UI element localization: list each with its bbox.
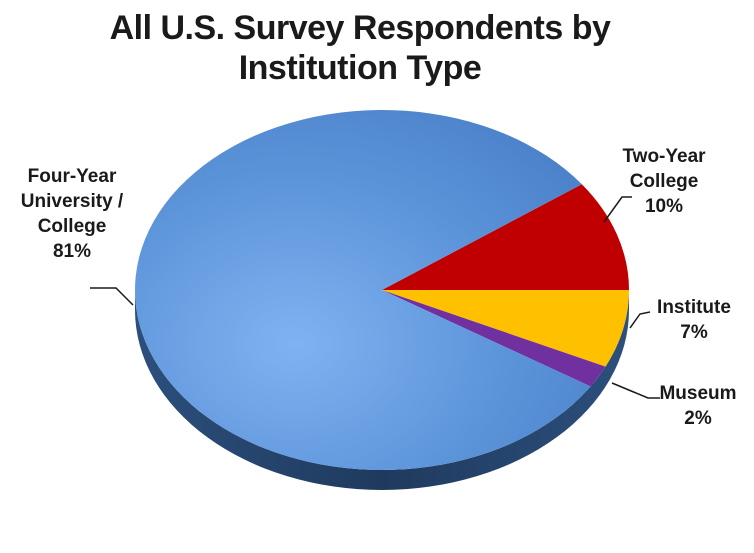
slice-four-year-label-line: Four-Year [28,166,117,187]
slice-institute-leader-line [629,311,651,329]
slice-four-year-label: Four-Year University / College 81% [21,166,124,262]
slice-two-year-leader-line [603,196,632,223]
slice-two-year-label: Two-Year College 10% [622,146,706,217]
slice-two-year [382,184,629,290]
chart-title: All U.S. Survey Respondents by Instituti… [60,8,660,88]
slice-museum-leader-line [611,382,660,399]
slice-institute-label-line: 7% [680,322,708,343]
slice-four-year-label-line: University / [21,191,124,212]
slice-museum-label-line: 2% [684,408,712,429]
slice-museum [382,290,606,387]
chart-title-line-1: All U.S. Survey Respondents by [109,9,611,47]
chart-title-line-2: Institution Type [238,49,482,87]
slice-four-year-label-line: 81% [53,241,91,262]
slice-two-year-label-line: Two-Year [622,146,706,167]
slice-four-year [135,109,591,470]
slice-museum-label-line: Museum [659,383,736,404]
slice-two-year-label-line: College [630,171,699,192]
slice-institute [382,290,629,367]
slice-four-year-label-line: College [38,216,107,237]
slice-four-year-leader-line [90,287,134,306]
slice-institute-label-line: Institute [657,297,731,318]
slice-institute-label: Institute 7% [657,297,731,343]
slice-museum-label: Museum 2% [659,383,736,429]
slice-two-year-label-line: 10% [645,196,683,217]
slice-labels: Four-Year University / College 81% Two-Year C… [21,146,737,429]
leader-lines [90,196,660,399]
pie-slices [135,109,629,470]
